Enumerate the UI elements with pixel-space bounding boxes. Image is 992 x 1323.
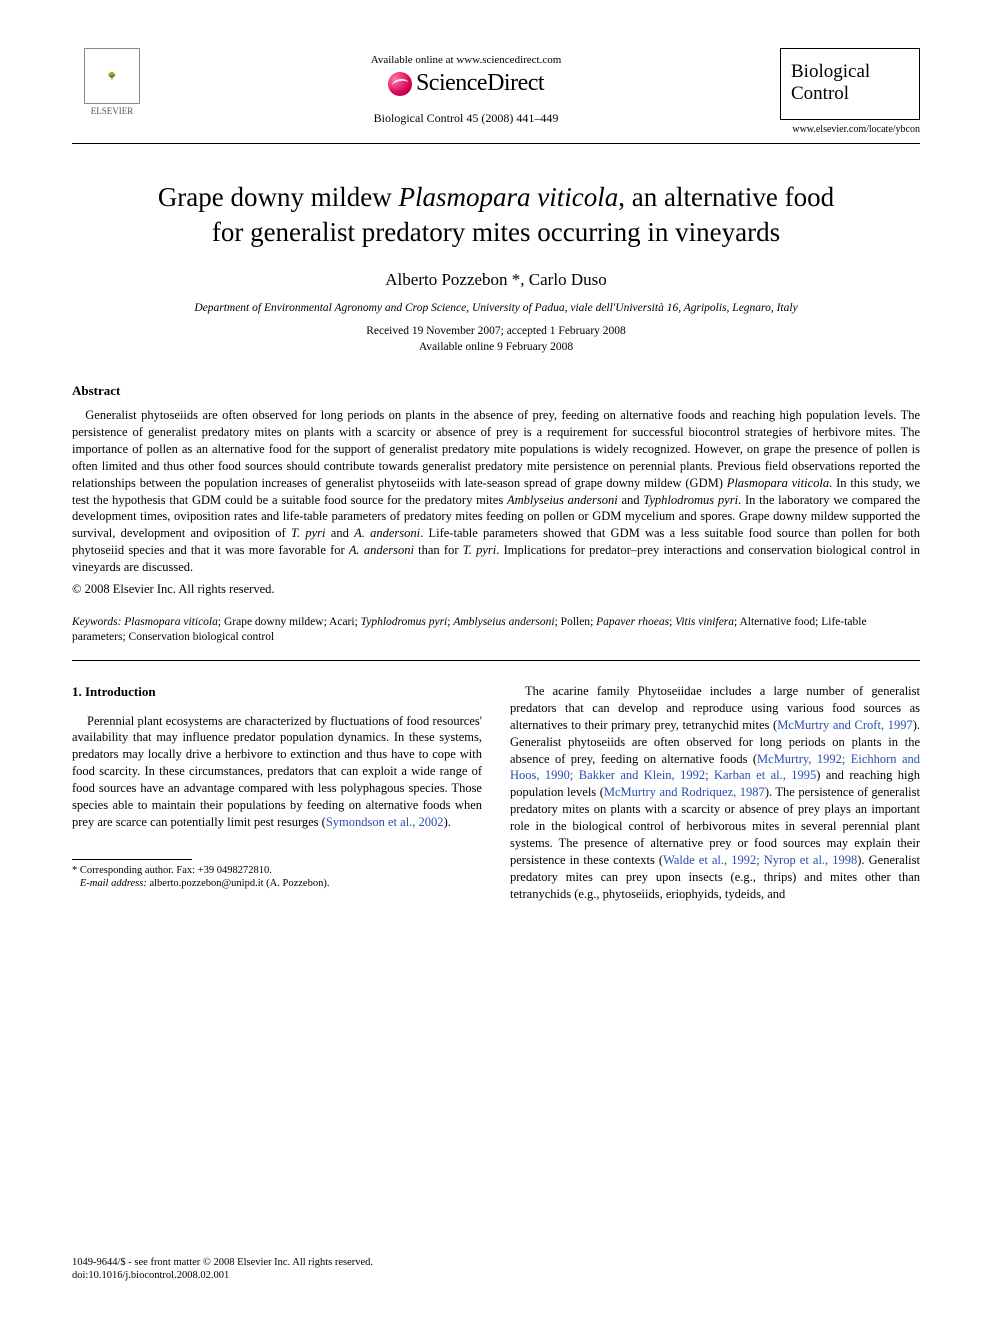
keyword-item: Vitis vinifera bbox=[675, 616, 734, 628]
keyword-item: Papaver rhoeas bbox=[596, 616, 669, 628]
elsevier-label: ELSEVIER bbox=[72, 106, 152, 116]
intro-r-c3[interactable]: McMurtry and Rodriquez, 1987 bbox=[604, 785, 765, 799]
intro-l-cite[interactable]: Symondson et al., 2002 bbox=[326, 815, 444, 829]
keyword-item: Pollen bbox=[561, 616, 590, 628]
intro-l-pre: Perennial plant ecosystems are character… bbox=[72, 714, 482, 829]
footnote-corr: * Corresponding author. Fax: +39 0498272… bbox=[72, 864, 482, 878]
keywords-list: Plasmopara viticola; Grape downy mildew;… bbox=[72, 616, 867, 644]
abs-m6: than for bbox=[414, 543, 463, 557]
footnote-rule bbox=[72, 859, 192, 860]
abs-i3: Typhlodromus pyri bbox=[643, 493, 738, 507]
intro-r-c1[interactable]: McMurtry and Croft, 1997 bbox=[777, 718, 913, 732]
journal-name-bottom: Control bbox=[791, 83, 909, 105]
footnote-email-line: E-mail address: alberto.pozzebon@unipd.i… bbox=[72, 877, 482, 891]
abs-m4: and bbox=[326, 526, 355, 540]
abs-m2: and bbox=[618, 493, 644, 507]
intro-heading: 1. Introduction bbox=[72, 683, 482, 701]
journal-cover-box: Biological Control www.elsevier.com/loca… bbox=[780, 48, 920, 135]
center-header: Available online at www.sciencedirect.co… bbox=[152, 48, 780, 126]
article-dates: Received 19 November 2007; accepted 1 Fe… bbox=[72, 324, 920, 355]
footnote-email[interactable]: alberto.pozzebon@unipd.it bbox=[149, 878, 263, 889]
affiliation: Department of Environmental Agronomy and… bbox=[72, 302, 920, 314]
intro-right-p1: The acarine family Phytoseiidae includes… bbox=[510, 683, 920, 902]
keyword-item: Typhlodromus pyri bbox=[361, 616, 448, 628]
authors: Alberto Pozzebon *, Carlo Duso bbox=[72, 270, 920, 290]
abstract-copyright: © 2008 Elsevier Inc. All rights reserved… bbox=[72, 582, 920, 597]
abstract-body: Generalist phytoseiids are often observe… bbox=[72, 407, 920, 576]
sciencedirect-swoosh-icon bbox=[388, 72, 412, 96]
title-species: Plasmopara viticola bbox=[399, 182, 619, 212]
header-rule bbox=[72, 143, 920, 144]
journal-name-box: Biological Control bbox=[780, 48, 920, 120]
abs-i6: A. andersoni bbox=[349, 543, 414, 557]
intro-left-p1: Perennial plant ecosystems are character… bbox=[72, 713, 482, 831]
footer-doi: doi:10.1016/j.biocontrol.2008.02.001 bbox=[72, 1269, 373, 1283]
journal-name-top: Biological bbox=[791, 61, 909, 83]
abs-i7: T. pyri bbox=[463, 543, 497, 557]
title-line2: for generalist predatory mites occurring… bbox=[212, 217, 780, 247]
footnote-email-paren: (A. Pozzebon). bbox=[266, 878, 329, 889]
keyword-item: Amblyseius andersoni bbox=[453, 616, 554, 628]
sciencedirect-logo: ScienceDirect bbox=[388, 70, 544, 97]
keyword-item: Conservation biological control bbox=[129, 631, 275, 643]
sciencedirect-label: ScienceDirect bbox=[416, 70, 544, 97]
elsevier-logo: 🌳 ELSEVIER bbox=[72, 48, 152, 116]
intro-r-c4[interactable]: Walde et al., 1992; Nyrop et al., 1998 bbox=[663, 853, 857, 867]
keyword-item: Alternative food bbox=[739, 616, 815, 628]
page-footer: 1049-9644/$ - see front matter © 2008 El… bbox=[72, 1256, 373, 1283]
title-pre: Grape downy mildew bbox=[158, 182, 399, 212]
dates-received: Received 19 November 2007; accepted 1 Fe… bbox=[366, 325, 626, 337]
keywords-label: Keywords: bbox=[72, 616, 121, 628]
keyword-item: Plasmopara viticola bbox=[124, 616, 218, 628]
intro-l-post: ). bbox=[444, 815, 451, 829]
keyword-item: Grape downy mildew bbox=[224, 616, 324, 628]
abs-i5: A. andersoni bbox=[354, 526, 420, 540]
article-title: Grape downy mildew Plasmopara viticola, … bbox=[92, 180, 900, 250]
abs-i1: Plasmopara viticola bbox=[727, 476, 829, 490]
elsevier-tree-icon: 🌳 bbox=[84, 48, 140, 104]
abstract-heading: Abstract bbox=[72, 383, 920, 399]
dates-online: Available online 9 February 2008 bbox=[419, 341, 573, 353]
body-columns: 1. Introduction Perennial plant ecosyste… bbox=[72, 683, 920, 902]
corresponding-footnote: * Corresponding author. Fax: +39 0498272… bbox=[72, 864, 482, 891]
keywords-rule bbox=[72, 660, 920, 661]
available-online-line: Available online at www.sciencedirect.co… bbox=[152, 54, 780, 66]
right-column: The acarine family Phytoseiidae includes… bbox=[510, 683, 920, 902]
journal-url: www.elsevier.com/locate/ybcon bbox=[780, 124, 920, 135]
footnote-email-label: E-mail address: bbox=[80, 878, 147, 889]
keywords: Keywords: Plasmopara viticola; Grape dow… bbox=[72, 615, 920, 646]
abs-i4: T. pyri bbox=[291, 526, 326, 540]
header-row: 🌳 ELSEVIER Available online at www.scien… bbox=[72, 48, 920, 135]
abs-i2: Amblyseius andersoni bbox=[507, 493, 618, 507]
journal-reference: Biological Control 45 (2008) 441–449 bbox=[152, 111, 780, 126]
keyword-item: Acari bbox=[329, 616, 355, 628]
title-post: , an alternative food bbox=[618, 182, 834, 212]
left-column: 1. Introduction Perennial plant ecosyste… bbox=[72, 683, 482, 902]
footer-front-matter: 1049-9644/$ - see front matter © 2008 El… bbox=[72, 1256, 373, 1270]
